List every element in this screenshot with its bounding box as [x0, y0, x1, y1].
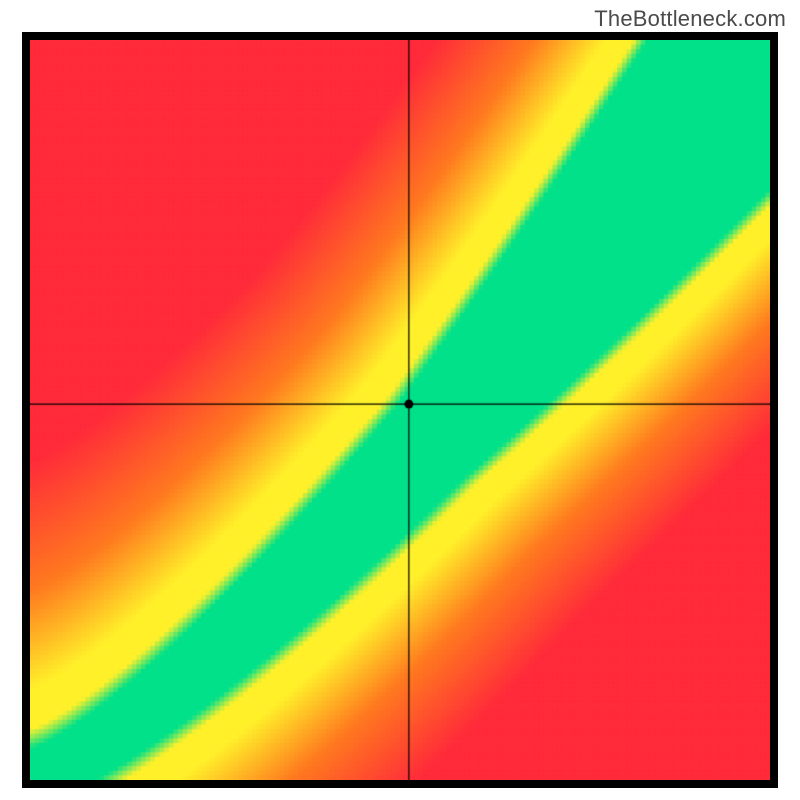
chart-frame	[22, 32, 778, 788]
watermark-text: TheBottleneck.com	[594, 6, 786, 32]
bottleneck-heatmap	[30, 40, 770, 780]
